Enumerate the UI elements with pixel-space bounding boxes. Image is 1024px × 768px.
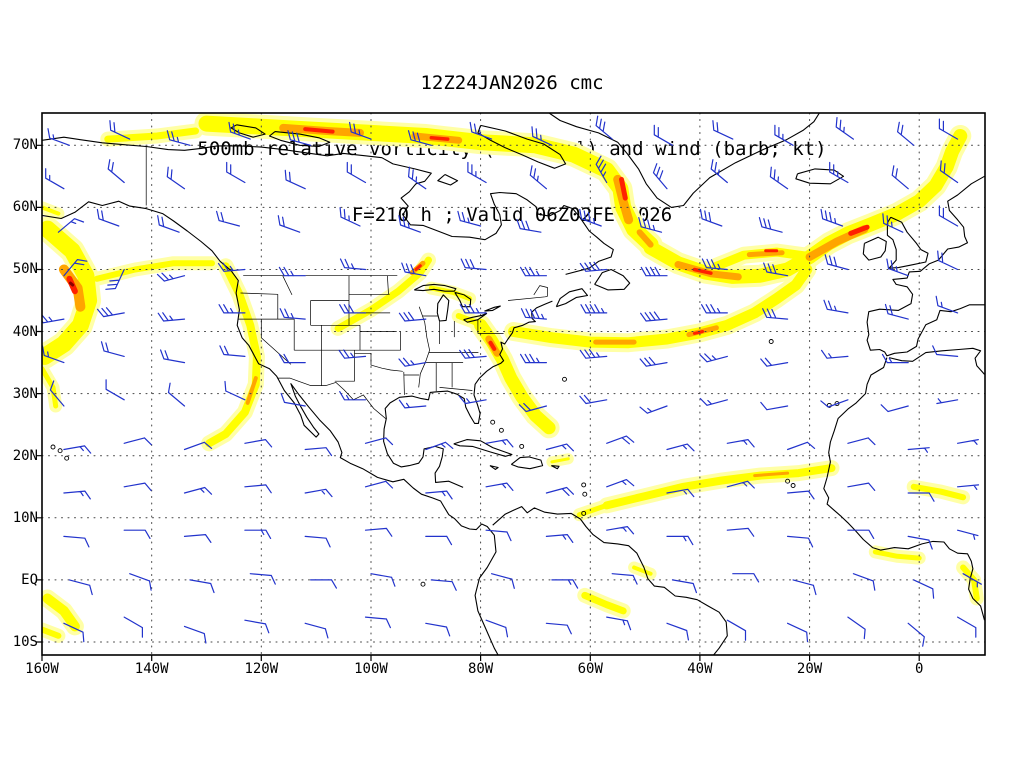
island-marker — [519, 443, 525, 449]
lat-tick-label: 20N — [12, 447, 38, 464]
island-marker — [64, 455, 70, 461]
island-marker — [790, 483, 796, 488]
lon-tick-label: 120W — [244, 661, 279, 677]
coastlines — [42, 113, 985, 655]
vorticity-band — [42, 205, 61, 216]
vorticity-band — [613, 174, 634, 225]
state-borders-path — [145, 146, 548, 420]
vorticity-band — [42, 220, 98, 365]
wind-barbs — [42, 115, 982, 647]
vorticity-band — [42, 366, 59, 409]
vorticity-band — [746, 250, 785, 258]
vorticity-band — [550, 457, 570, 464]
lon-tick-label: 40W — [687, 661, 713, 677]
vorticity-band — [245, 376, 258, 405]
vorticity-band — [692, 330, 705, 335]
island-marker — [57, 448, 63, 454]
lat-tick-label: 60N — [12, 199, 38, 216]
wind-barb-glyphs — [42, 115, 982, 647]
lat-tick-label: 30N — [12, 385, 38, 402]
vorticity-band — [42, 593, 80, 632]
island-marker — [420, 581, 426, 587]
vorticity-band — [205, 262, 261, 448]
vorticity-band — [58, 264, 86, 312]
vorticity-band — [619, 176, 628, 201]
vorticity-band — [42, 626, 62, 639]
vorticity-band — [455, 313, 484, 332]
coastline-path — [42, 113, 985, 655]
vorticity-band — [910, 483, 967, 501]
chart-title-line1: 12Z24JAN2026 cmc — [420, 72, 604, 94]
lat-tick-label: 10N — [12, 509, 38, 526]
island-marker — [498, 427, 504, 433]
vorticity-band — [429, 136, 450, 141]
vorticity-band — [576, 502, 610, 518]
lon-tick-label: 80W — [467, 661, 494, 677]
map-frame — [36, 112, 986, 661]
lon-tick-label: 0 — [914, 661, 924, 677]
vorticity-band — [602, 464, 836, 510]
vorticity-band — [198, 115, 659, 253]
vorticity-band — [632, 565, 653, 576]
lat-tick-label: 70N — [12, 137, 38, 154]
island-marker — [562, 376, 567, 382]
vorticity-band — [303, 127, 335, 134]
lon-tick-label: 100W — [354, 661, 388, 677]
vorticity-band — [334, 256, 432, 332]
vorticity-band — [488, 340, 497, 351]
island-marker — [768, 339, 774, 344]
vorticity-band — [93, 260, 215, 282]
island-marker — [785, 478, 791, 484]
axis-ticks — [36, 144, 920, 661]
vorticity-band — [428, 285, 473, 302]
lat-tick-label: 50N — [12, 261, 38, 278]
lon-tick-label: 60W — [577, 661, 603, 677]
map-frame-rect — [41, 112, 986, 656]
lat-tick-label: 40N — [12, 323, 38, 340]
vorticity-band — [692, 267, 713, 275]
vorticity-band — [848, 224, 870, 236]
lon-tick-label: 140W — [134, 661, 169, 677]
island-marker — [582, 491, 588, 497]
island-marker — [581, 482, 587, 488]
vorticity-band — [581, 591, 627, 615]
island-marker — [490, 419, 496, 425]
vorticity-shading — [42, 113, 984, 643]
lon-tick-label: 20W — [796, 661, 823, 677]
vorticity-band — [872, 549, 922, 561]
lat-tick-label: EQ — [21, 571, 38, 588]
lon-tick-label: 160W — [25, 661, 59, 677]
vorticity-band — [636, 229, 654, 248]
vorticity-band — [69, 281, 75, 287]
island-marker — [581, 510, 587, 516]
vorticity-band — [753, 471, 790, 478]
lat-tick-label: 10S — [12, 633, 38, 650]
vorticity-band — [104, 127, 199, 143]
island-marker — [50, 444, 56, 450]
vorticity-band — [414, 264, 422, 271]
